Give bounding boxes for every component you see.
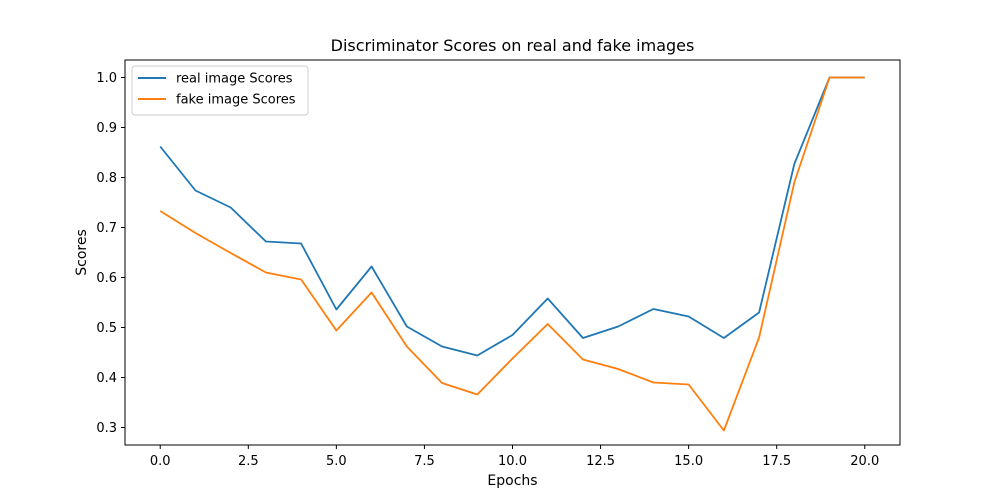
y-tick-label: 0.9 — [96, 121, 117, 136]
y-tick-label: 1.0 — [96, 71, 117, 86]
x-axis: 0.0 2.5 5.0 7.5 10.0 12.5 15.0 17.5 20.0 — [150, 445, 879, 469]
x-tick-label: 2.5 — [238, 454, 259, 469]
x-tick-label: 10.0 — [498, 454, 527, 469]
y-tick-label: 0.8 — [96, 171, 117, 186]
chart-title: Discriminator Scores on real and fake im… — [331, 36, 695, 55]
x-tick-label: 17.5 — [762, 454, 791, 469]
x-tick-label: 15.0 — [674, 454, 703, 469]
series-points-fake — [160, 77, 865, 431]
legend-label-real: real image Scores — [176, 72, 293, 87]
x-tick-label: 7.5 — [414, 454, 435, 469]
y-tick-label: 0.5 — [96, 321, 117, 336]
y-tick-label: 0.4 — [96, 371, 117, 386]
legend: real image Scores fake image Scores — [131, 65, 309, 116]
y-axis-label: Scores — [74, 229, 90, 276]
y-tick-label: 0.3 — [96, 421, 117, 436]
x-tick-label: 0.0 — [150, 454, 171, 469]
x-tick-label: 12.5 — [586, 454, 615, 469]
y-tick-label: 0.6 — [96, 271, 117, 286]
series-layer — [159, 76, 865, 432]
y-tick-label: 0.7 — [96, 221, 117, 236]
x-axis-label: Epochs — [487, 473, 537, 489]
x-tick-label: 20.0 — [850, 454, 879, 469]
legend-label-fake: fake image Scores — [176, 93, 296, 108]
x-tick-label: 5.0 — [326, 454, 347, 469]
y-axis: 0.3 0.4 0.5 0.6 0.7 0.8 0.9 1.0 — [96, 71, 125, 436]
legend-box — [131, 65, 309, 116]
